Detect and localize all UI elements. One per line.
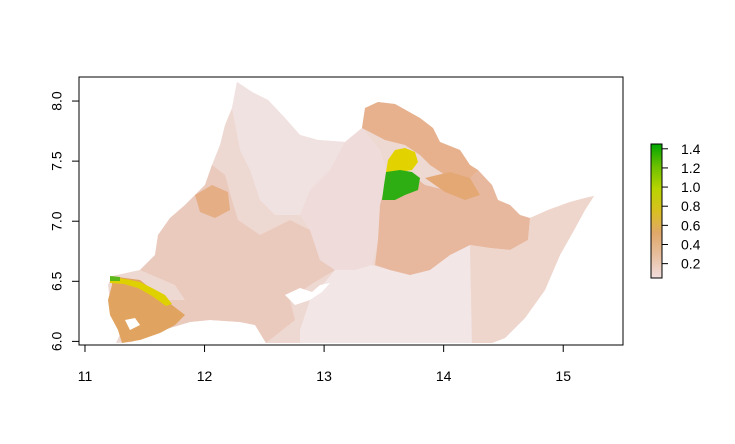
map-region-southwest-green [110, 276, 120, 281]
legend-tick-label: 1.4 [681, 141, 701, 157]
map-region-west [140, 165, 335, 343]
x-tick-label: 12 [197, 368, 213, 384]
y-tick-label: 7.0 [49, 211, 65, 231]
map-gap-south [285, 283, 330, 305]
y-tick-label: 6.0 [49, 331, 65, 351]
raster-map [108, 82, 594, 343]
map-region-southwest [108, 276, 185, 343]
legend: 0.2 0.4 0.6 0.8 1.0 1.2 1.4 [650, 141, 701, 279]
map-region-east-patch [425, 172, 480, 200]
map-region-northeast [362, 102, 478, 178]
legend-tick-label: 0.6 [681, 217, 701, 233]
y-tick-label: 8.0 [49, 91, 65, 111]
x-tick-label: 13 [316, 368, 332, 384]
x-tick-label: 15 [555, 368, 571, 384]
map-gap-southwest [125, 318, 140, 330]
map-region-north-green [382, 170, 420, 200]
legend-tick-label: 1.0 [681, 179, 701, 195]
map-region-central [300, 128, 388, 270]
x-axis: 11 12 13 14 15 [78, 344, 571, 384]
legend-tick-label: 0.2 [681, 256, 701, 272]
y-tick-label: 6.5 [49, 271, 65, 291]
y-axis: 6.0 6.5 7.0 7.5 8.0 [49, 91, 80, 351]
map-region-west-patch [195, 185, 230, 218]
x-tick-label: 11 [78, 368, 93, 384]
x-tick-label: 14 [436, 368, 452, 384]
legend-tick-label: 1.2 [681, 160, 701, 176]
legend-colorbar [650, 143, 663, 279]
map-region-north-pale [232, 82, 345, 215]
map-region-north-yellow [386, 148, 418, 172]
map-region-southwest-yellow [110, 277, 172, 306]
map-region-far-east [470, 196, 594, 343]
legend-tick-label: 0.4 [681, 237, 701, 253]
map-region-south-central [300, 245, 472, 343]
map-region-east [375, 170, 530, 275]
legend-tick-label: 0.8 [681, 198, 701, 214]
y-tick-label: 7.5 [49, 151, 65, 171]
